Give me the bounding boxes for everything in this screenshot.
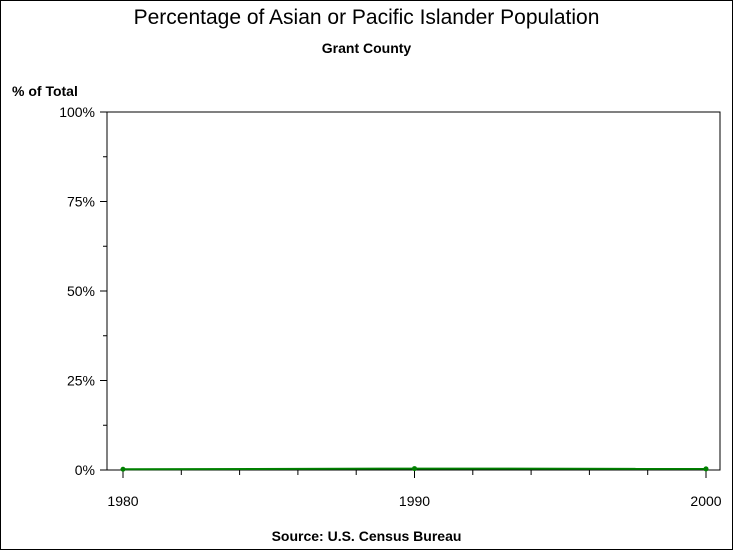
y-tick-label: 75%	[67, 194, 95, 210]
chart-title: Percentage of Asian or Pacific Islander …	[133, 6, 600, 29]
y-axis-label: % of Total	[12, 83, 78, 99]
data-point	[120, 466, 126, 472]
x-tick-label: 1980	[107, 493, 138, 509]
data-marks	[120, 466, 709, 472]
x-tick-label: 2000	[690, 493, 721, 509]
x-tick-label: 1990	[399, 493, 430, 509]
y-tick-label: 50%	[67, 283, 95, 299]
y-tick-label: 0%	[75, 462, 95, 478]
source-note: Source: U.S. Census Bureau	[271, 528, 462, 544]
chart-subtitle: Grant County	[321, 40, 412, 56]
plot-area	[106, 111, 721, 471]
y-tick-label: 100%	[59, 104, 95, 120]
data-point	[412, 466, 417, 472]
series-line	[122, 467, 415, 471]
axes: 0% 25% 50% 75% 100% 1980 1990 2000	[59, 104, 722, 509]
data-point	[703, 466, 709, 472]
y-tick-label: 25%	[67, 373, 95, 389]
